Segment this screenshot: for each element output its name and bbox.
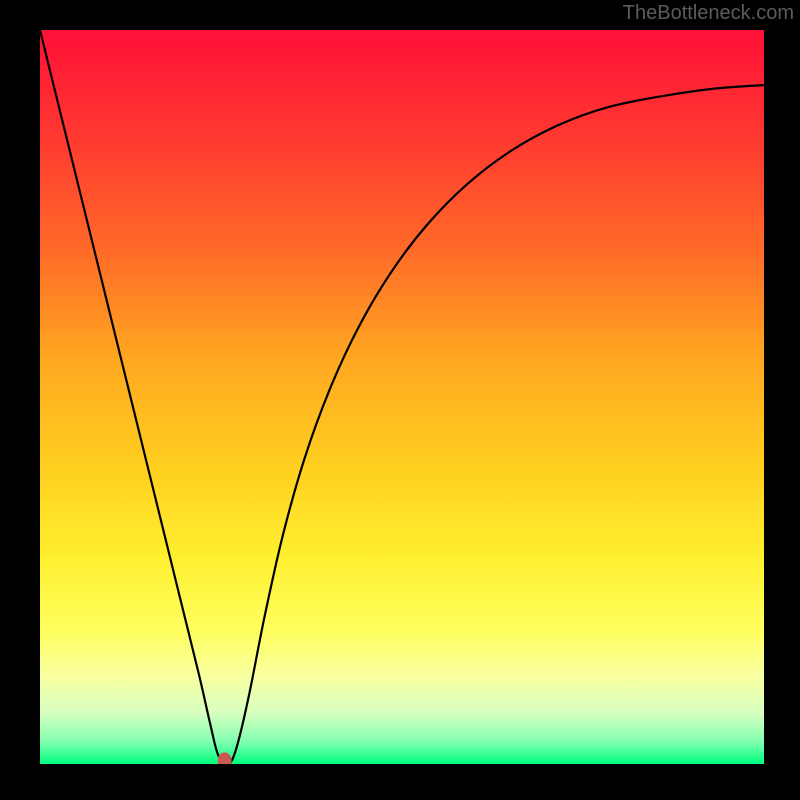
- plot-svg: [40, 30, 764, 764]
- gradient-background: [40, 30, 764, 764]
- watermark-text: TheBottleneck.com: [623, 2, 794, 25]
- chart-frame: TheBottleneck.com: [0, 0, 800, 800]
